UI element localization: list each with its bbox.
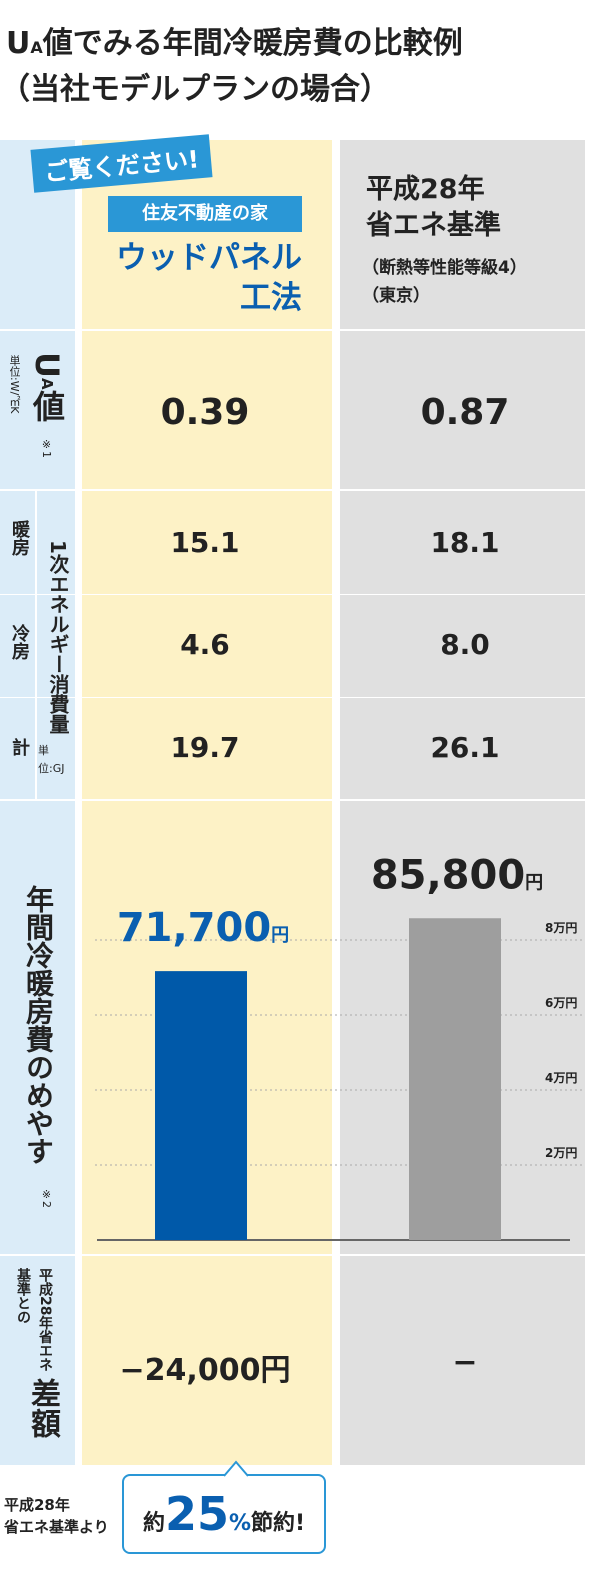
value-label-number: 85,800 bbox=[371, 852, 525, 898]
bar bbox=[409, 918, 501, 1240]
value-label: 85,800円 bbox=[371, 852, 543, 898]
ua-text: 値 bbox=[28, 389, 66, 422]
note-line: （断熱等性能等級4） bbox=[362, 258, 527, 278]
sep bbox=[0, 697, 590, 698]
sep bbox=[0, 329, 590, 331]
col2-bg bbox=[340, 140, 585, 1465]
chart-note: ※2 bbox=[40, 1188, 53, 1208]
chart-title: 年間冷暖房費のめやす bbox=[22, 885, 55, 1165]
ua-unit: 単位:W/㎡K bbox=[8, 355, 21, 414]
ua-note: ※1 bbox=[40, 438, 53, 458]
col2-name: 平成28年省エネ基準 bbox=[366, 172, 501, 244]
sep bbox=[35, 491, 37, 799]
col1-bg bbox=[82, 140, 332, 1465]
col2-name-line: 平成28年 bbox=[366, 174, 485, 205]
value-label-number: 71,700 bbox=[117, 905, 271, 951]
ua-value: 0.87 bbox=[420, 392, 510, 433]
ua-label: UA値 bbox=[24, 352, 70, 422]
ua-value: 0.39 bbox=[160, 392, 250, 433]
saving-label-line: 平成28年 bbox=[4, 1496, 70, 1514]
sep bbox=[0, 1254, 590, 1256]
value-label: 71,700円 bbox=[117, 905, 289, 951]
energy-value: 15.1 bbox=[170, 526, 240, 559]
saving-num: 25 bbox=[164, 1487, 229, 1541]
col1-name-line: ウッドパネル bbox=[116, 240, 302, 276]
saving-post: 節約! bbox=[251, 1511, 306, 1536]
value-label-unit: 円 bbox=[271, 925, 289, 946]
energy-value: 18.1 bbox=[430, 526, 500, 559]
energy-row-name: 計 bbox=[9, 738, 30, 756]
energy-unit: 単位:GJ bbox=[38, 744, 65, 775]
title: UA値でみる年間冷暖房費の比較例 bbox=[6, 18, 463, 62]
ua-sub: A bbox=[38, 377, 56, 390]
title-u: U bbox=[6, 26, 31, 61]
y-tick-label: 6万円 bbox=[545, 996, 577, 1010]
col1-name-line: 工法 bbox=[240, 280, 302, 316]
saving-label: 平成28年省エネ基準より bbox=[4, 1494, 109, 1538]
row-header-bg bbox=[0, 140, 75, 1465]
difference-value: −24,000円 bbox=[119, 1353, 291, 1388]
saving-pre: 約 bbox=[142, 1511, 165, 1536]
brand-tag: 住友不動産の家 bbox=[108, 196, 302, 232]
col2-name-line: 省エネ基準 bbox=[366, 210, 501, 241]
saving-badge: 約25%節約! bbox=[122, 1474, 326, 1554]
subtitle: （当社モデルプランの場合） bbox=[0, 72, 390, 107]
saving-label-line: 省エネ基準より bbox=[4, 1518, 109, 1536]
sep bbox=[0, 799, 590, 801]
ua-u: U bbox=[28, 352, 66, 378]
energy-value: 8.0 bbox=[440, 628, 490, 661]
saving-pct: % bbox=[228, 1511, 252, 1536]
value-label-unit: 円 bbox=[525, 872, 543, 893]
energy-label: 1次エネルギー消費量 bbox=[46, 540, 70, 734]
energy-value: 26.1 bbox=[430, 731, 500, 764]
col1-name: ウッドパネル工法 bbox=[100, 238, 302, 318]
col2-note: （断熱等性能等級4） （東京） bbox=[362, 254, 527, 310]
sep bbox=[0, 489, 590, 491]
note-line: （東京） bbox=[362, 286, 430, 306]
energy-row-name: 冷房 bbox=[9, 624, 30, 660]
difference-label: 平成28年省エネ基準との bbox=[15, 1268, 53, 1372]
energy-value: 19.7 bbox=[170, 731, 240, 764]
difference-value: − bbox=[452, 1345, 478, 1380]
badge-pointer bbox=[224, 1460, 248, 1477]
y-tick-label: 4万円 bbox=[545, 1071, 577, 1085]
y-tick-label: 2万円 bbox=[545, 1146, 577, 1160]
y-tick-label: 8万円 bbox=[545, 921, 577, 935]
energy-row-name: 暖房 bbox=[9, 520, 30, 556]
energy-value: 4.6 bbox=[180, 628, 230, 661]
difference-label2: 差額 bbox=[25, 1378, 60, 1438]
bar bbox=[155, 971, 247, 1240]
title-sub: A bbox=[30, 38, 43, 57]
title-text: 値でみる年間冷暖房費の比較例 bbox=[42, 26, 463, 61]
sep bbox=[0, 594, 590, 595]
